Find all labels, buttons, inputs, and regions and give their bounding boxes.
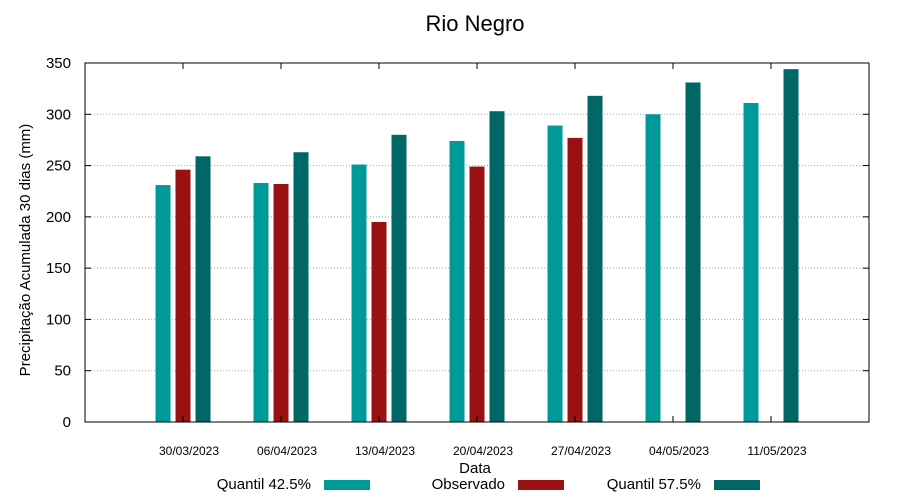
x-tick-label-5: 27/04/2023 <box>551 444 611 458</box>
bar-1-2 <box>253 183 269 422</box>
bar-1-5 <box>547 125 563 422</box>
y-tick-label-200: 200 <box>46 209 71 226</box>
y-tick-label-250: 250 <box>46 158 71 175</box>
legend-swatch-3 <box>714 480 760 490</box>
legend-label-1: Quantil 42.5% <box>217 476 311 493</box>
legend-label-2: Observado <box>432 476 505 493</box>
y-axis-ticks: 0 50 100 150 200 250 300 350 <box>46 55 869 431</box>
bar-3-4 <box>489 111 505 423</box>
x-tick-label-6: 04/05/2023 <box>649 444 709 458</box>
bar-3-7 <box>783 69 799 422</box>
legend-swatch-2 <box>518 480 564 490</box>
y-axis-label: Precipitação Acumulada 30 dias (mm) <box>17 124 34 377</box>
y-tick-label-300: 300 <box>46 106 71 123</box>
x-axis-label: Data <box>459 460 491 477</box>
y-tick-label-150: 150 <box>46 260 71 277</box>
bar-1-1 <box>155 185 171 422</box>
bar-1-6 <box>645 114 661 423</box>
x-tick-label-3: 13/04/2023 <box>355 444 415 458</box>
bar-2-4 <box>469 166 485 422</box>
legend: Quantil 42.5% Observado Quantil 57.5% <box>217 476 760 493</box>
bars-group <box>155 69 799 423</box>
legend-label-3: Quantil 57.5% <box>607 476 701 493</box>
bar-3-5 <box>587 95 603 422</box>
bar-2-2 <box>273 184 289 422</box>
legend-swatch-1 <box>324 480 370 490</box>
bar-3-1 <box>195 156 211 422</box>
bar-2-1 <box>175 169 191 422</box>
y-tick-label-0: 0 <box>63 414 71 431</box>
x-tick-label-2: 06/04/2023 <box>257 444 317 458</box>
bar-3-2 <box>293 152 309 423</box>
x-axis-ticks: 30/03/2023 06/04/2023 13/04/2023 20/04/2023… <box>159 63 807 458</box>
x-tick-label-4: 20/04/2023 <box>453 444 513 458</box>
x-tick-label-1: 30/03/2023 <box>159 444 219 458</box>
y-tick-label-50: 50 <box>54 363 71 380</box>
chart-title: Rio Negro <box>425 11 524 36</box>
y-tick-label-350: 350 <box>46 55 71 72</box>
bar-3-3 <box>391 134 407 423</box>
y-tick-label-100: 100 <box>46 311 71 328</box>
bar-1-3 <box>351 164 367 422</box>
bar-1-7 <box>743 103 759 422</box>
x-tick-label-7: 11/05/2023 <box>747 444 806 458</box>
bar-2-5 <box>567 137 583 422</box>
bar-1-4 <box>449 140 465 422</box>
bar-2-3 <box>371 221 387 422</box>
bar-3-6 <box>685 82 701 422</box>
